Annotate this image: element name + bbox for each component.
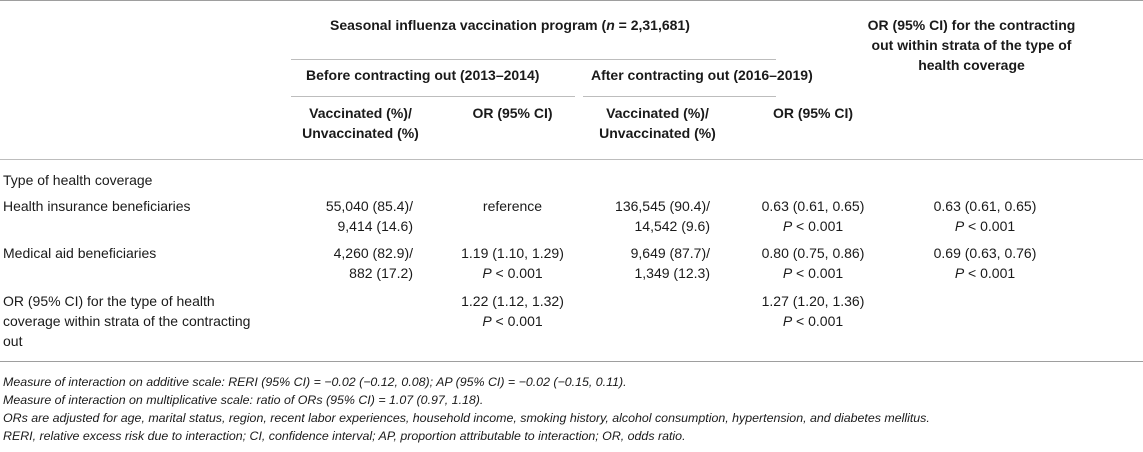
cell-hib-strata-or: 0.63 (0.61, 0.65) P < 0.001 xyxy=(933,198,1037,234)
cell-or-before: 1.22 (1.12, 1.32) P < 0.001 xyxy=(461,293,564,329)
cell-hib-before-vacc: 55,040 (85.4)/ 9,414 (14.6) xyxy=(325,198,413,234)
footnote-multiplicative: Measure of interaction on multiplicative… xyxy=(3,393,484,407)
program-underline xyxy=(291,59,776,60)
cell-hib-after-or: 0.63 (0.61, 0.65) P < 0.001 xyxy=(761,198,865,234)
cell-mab-after-or: 0.80 (0.75, 0.86) P < 0.001 xyxy=(761,245,865,281)
table-bottom-rule xyxy=(0,361,1143,362)
period-underline-after xyxy=(583,96,776,97)
table-top-rule xyxy=(0,0,1143,1)
cell-hib-before-or: reference xyxy=(482,198,543,214)
footnote-abbreviations: RERI, relative excess risk due to intera… xyxy=(3,429,686,443)
cell-hib-after-vacc: 136,545 (90.4)/ 14,542 (9.6) xyxy=(615,198,710,234)
header-after: After contracting out (2016–2019) xyxy=(591,67,813,83)
header-bottom-rule xyxy=(0,159,1143,160)
header-after-or: OR (95% CI) xyxy=(772,105,854,121)
header-or-strata: OR (95% CI) for the contracting out with… xyxy=(867,17,1076,73)
footnote-adjustment: ORs are adjusted for age, marital status… xyxy=(3,411,930,425)
footnote-additive: Measure of interaction on additive scale… xyxy=(3,375,627,389)
cell-mab-strata-or: 0.69 (0.63, 0.76) P < 0.001 xyxy=(933,245,1037,281)
header-before-or: OR (95% CI) xyxy=(472,105,553,121)
header-program: Seasonal influenza vaccination program (… xyxy=(330,17,690,33)
section-label: Type of health coverage xyxy=(3,172,153,188)
row-label-medical-aid: Medical aid beneficiaries xyxy=(3,245,157,261)
row-label-or-strata: OR (95% CI) for the type of health cover… xyxy=(3,293,251,349)
period-underline-before xyxy=(291,96,575,97)
header-before: Before contracting out (2013–2014) xyxy=(306,67,540,83)
cell-mab-before-or: 1.19 (1.10, 1.29) P < 0.001 xyxy=(461,245,564,281)
header-after-vaccinated: Vaccinated (%)/ Unvaccinated (%) xyxy=(599,105,716,141)
cell-mab-before-vacc: 4,260 (82.9)/ 882 (17.2) xyxy=(333,245,413,281)
cell-or-after: 1.27 (1.20, 1.36) P < 0.001 xyxy=(761,293,865,329)
row-label-health-insurance: Health insurance beneficiaries xyxy=(3,198,191,214)
cell-mab-after-vacc: 9,649 (87.7)/ 1,349 (12.3) xyxy=(630,245,710,281)
header-before-vaccinated: Vaccinated (%)/ Unvaccinated (%) xyxy=(302,105,419,141)
